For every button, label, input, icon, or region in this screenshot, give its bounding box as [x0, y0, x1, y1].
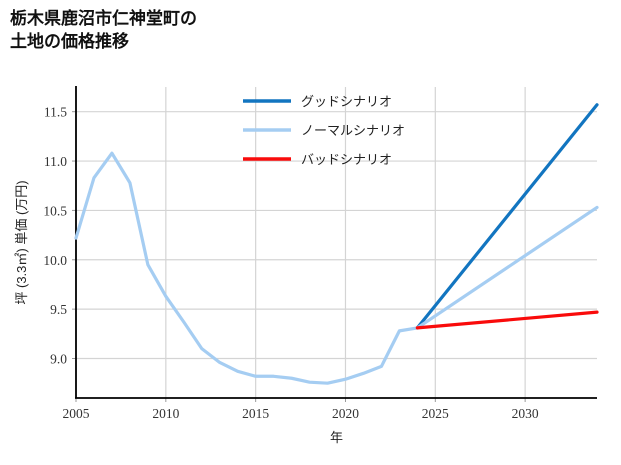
- x-tick-label: 2005: [63, 406, 90, 421]
- series-line-3: [415, 310, 599, 330]
- y-tick-label: 11.0: [44, 154, 67, 169]
- chart-title-line-2: 土地の価格推移: [10, 31, 129, 51]
- axis-spines: [75, 86, 597, 399]
- series-line-2: [74, 151, 599, 385]
- y-gridlines: [76, 111, 597, 360]
- x-tick-label: 2015: [242, 406, 269, 421]
- x-tick-label: 2030: [512, 406, 539, 421]
- x-tick-label: 2025: [422, 406, 449, 421]
- y-axis-title: 坪 (3.3㎡) 単価 (万円): [14, 180, 29, 304]
- legend-label-2: ノーマルシナリオ: [301, 123, 405, 138]
- y-tick-label: 10.5: [43, 203, 67, 218]
- y-tick-label: 9.0: [50, 352, 67, 367]
- y-axis-tick-labels: 9.0 9.5 10.0 10.5 11.0 11.5: [43, 105, 67, 367]
- x-tick-label: 2010: [152, 406, 179, 421]
- series-line-1: [415, 103, 599, 330]
- axis-titles: 年 坪 (3.3㎡) 単価 (万円): [14, 180, 343, 445]
- x-axis-tick-labels: 2005 2010 2015 2020 2025 2030: [63, 406, 539, 421]
- y-tick-label: 10.0: [43, 253, 67, 268]
- y-tick-label: 9.5: [50, 302, 67, 317]
- legend-label-1: グッドシナリオ: [301, 94, 392, 109]
- chart-title: 栃木県鹿沼市仁神堂町の 土地の価格推移: [10, 8, 197, 54]
- chart-title-line-1: 栃木県鹿沼市仁神堂町の: [10, 9, 197, 28]
- x-axis-title: 年: [330, 430, 343, 445]
- data-series-group: [74, 103, 599, 385]
- x-tick-label: 2020: [332, 406, 359, 421]
- y-tick-label: 11.5: [44, 105, 67, 120]
- legend-label-3: バッドシナリオ: [301, 152, 392, 167]
